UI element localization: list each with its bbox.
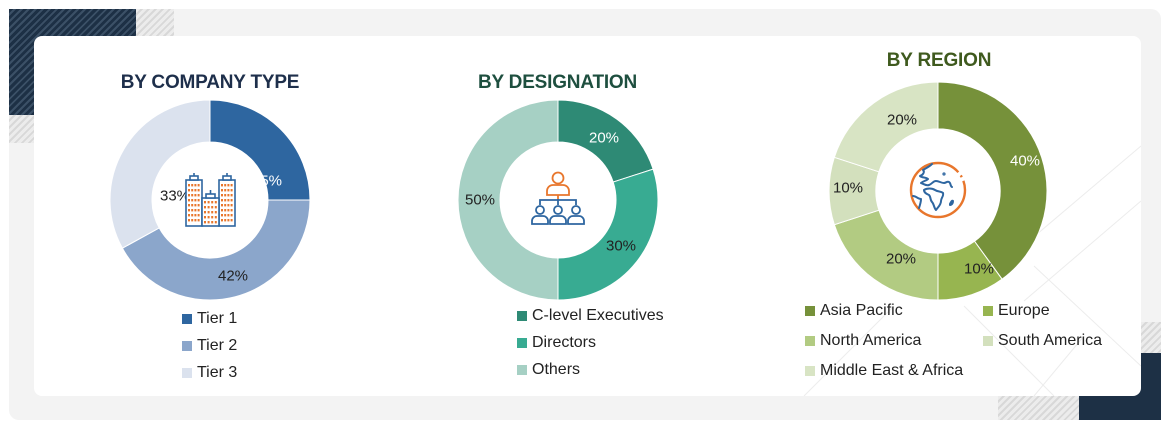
legend-item-middle-east-africa: Middle East & Africa bbox=[805, 357, 963, 384]
legend-item-south-america: South America bbox=[983, 327, 1102, 354]
legend-label: Europe bbox=[998, 301, 1050, 319]
org-hierarchy-icon bbox=[530, 170, 586, 226]
legend-item-asia-pacific: Asia Pacific bbox=[805, 297, 983, 324]
legend-label: Directors bbox=[532, 333, 597, 351]
legend-swatch bbox=[805, 365, 815, 376]
donut-chart-designation: 20% 30% 50% bbox=[458, 100, 658, 300]
legend-label: Tier 2 bbox=[197, 336, 238, 354]
slice-label-middle-east-africa: 20% bbox=[886, 111, 918, 129]
legend-item-europe: Europe bbox=[983, 297, 1050, 324]
legend-designation: C-level Executives Directors Others bbox=[517, 302, 664, 383]
decorative-hatch bbox=[998, 396, 1079, 420]
slice-label-others: 50% bbox=[464, 191, 496, 209]
donut-slice bbox=[937, 240, 1003, 300]
panel-title: BY DESIGNATION bbox=[477, 72, 638, 93]
slice-label-c-level: 20% bbox=[588, 129, 620, 147]
panel-region: BY REGION 40% 10% 20% 10% 20% bbox=[749, 36, 1129, 396]
globe-icon bbox=[908, 160, 968, 220]
legend-item-north-america: North America bbox=[805, 327, 983, 354]
slice-label-directors: 30% bbox=[605, 237, 637, 255]
legend-swatch bbox=[983, 305, 993, 316]
donut-slice bbox=[937, 82, 1047, 280]
slice-label-europe: 10% bbox=[963, 260, 995, 278]
slice-label-tier-3: 33% bbox=[159, 187, 191, 205]
slice-label-tier-1: 25% bbox=[251, 172, 283, 190]
legend-item-others: Others bbox=[517, 356, 664, 383]
legend-item-tier-2: Tier 2 bbox=[182, 332, 237, 359]
legend-item-tier-3: Tier 3 bbox=[182, 359, 237, 386]
chart-card: BY COMPANY TYPE 25% 42% 33% bbox=[34, 36, 1141, 396]
slice-label-asia-pacific: 40% bbox=[1009, 152, 1041, 170]
legend-label: Others bbox=[532, 360, 581, 378]
legend-label: Tier 1 bbox=[197, 309, 238, 327]
legend-swatch bbox=[517, 310, 527, 321]
buildings-icon bbox=[184, 172, 236, 228]
donut-slice bbox=[557, 168, 658, 300]
panel-company-type: BY COMPANY TYPE 25% 42% 33% bbox=[34, 36, 386, 396]
legend-swatch bbox=[517, 337, 527, 348]
legend-swatch bbox=[182, 340, 192, 351]
decorative-hatch bbox=[136, 9, 174, 36]
donut-slice bbox=[110, 100, 211, 249]
donut-slice bbox=[121, 199, 310, 300]
legend-item-c-level: C-level Executives bbox=[517, 302, 664, 329]
legend-region: Asia Pacific Europe North America South … bbox=[805, 297, 1125, 384]
donut-chart-region: 40% 10% 20% 10% 20% bbox=[829, 82, 1047, 300]
legend-swatch bbox=[983, 335, 993, 346]
legend-swatch bbox=[805, 305, 815, 316]
legend-swatch bbox=[805, 335, 815, 346]
slice-label-tier-2: 42% bbox=[217, 267, 249, 285]
legend-item-directors: Directors bbox=[517, 329, 664, 356]
donut-slice bbox=[833, 82, 939, 173]
slice-label-north-america: 20% bbox=[885, 250, 917, 268]
legend-company-type: Tier 1 Tier 2 Tier 3 bbox=[182, 305, 237, 386]
slice-label-south-america: 10% bbox=[832, 179, 864, 197]
legend-label: Asia Pacific bbox=[820, 301, 903, 319]
legend-label: North America bbox=[820, 331, 922, 349]
legend-swatch bbox=[182, 313, 192, 324]
legend-swatch bbox=[517, 364, 527, 375]
decorative-hatch bbox=[1141, 322, 1161, 353]
legend-label: South America bbox=[998, 331, 1103, 349]
decorative-hatch bbox=[9, 115, 34, 143]
donut-chart-company-type: 25% 42% 33% bbox=[110, 100, 310, 300]
legend-label: Tier 3 bbox=[197, 363, 238, 381]
legend-label: Middle East & Africa bbox=[820, 361, 964, 379]
legend-item-tier-1: Tier 1 bbox=[182, 305, 237, 332]
donut-slice bbox=[458, 100, 559, 300]
panel-designation: BY DESIGNATION 20% 30% 50% bbox=[384, 36, 731, 396]
panel-title: BY COMPANY TYPE bbox=[120, 72, 300, 93]
panel-title: BY REGION bbox=[886, 50, 992, 71]
legend-label: C-level Executives bbox=[532, 306, 664, 324]
legend-swatch bbox=[182, 367, 192, 378]
